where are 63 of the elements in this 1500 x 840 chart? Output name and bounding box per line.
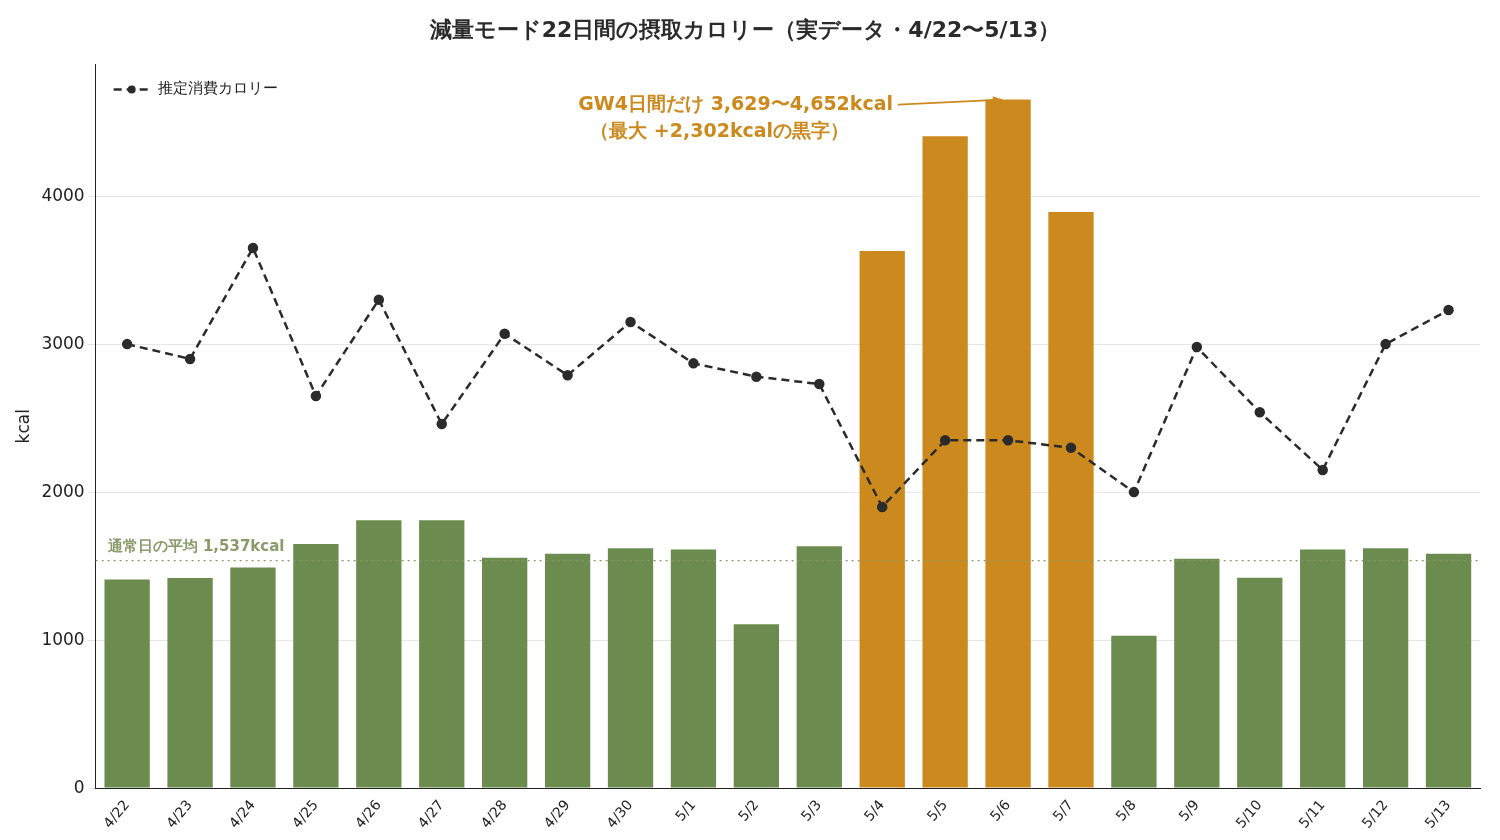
x-tick-label: 5/3 [797,796,825,825]
point [184,353,196,365]
point [436,418,447,430]
bar [1300,549,1346,788]
point [121,338,133,350]
bar [544,553,591,788]
x-tick-label: 5/2 [734,796,762,825]
point [939,435,951,446]
bar [1237,577,1283,788]
legend-label: 推定消費カロリー [157,79,278,98]
bar [1048,211,1094,788]
point [876,501,888,513]
x-tick-label: 5/4 [860,796,888,825]
point [247,242,259,254]
bar [922,136,968,788]
point [625,316,636,328]
x-tick-label: 5/6 [986,796,1014,825]
y-tick-label: 0 [73,776,85,797]
x-tick-label: 5/1 [671,796,699,825]
y-tick-label: 1000 [41,628,85,649]
ref-line-label: 通常日の平均 1,537kcal [106,537,285,556]
bar [733,624,780,788]
chart-title: 減量モード22日間の摂取カロリー（実データ・4/22〜5/13） [428,16,1061,42]
x-tick-label: 5/9 [1175,796,1202,825]
y-tick-label: 4000 [41,184,85,205]
bar [482,557,528,788]
bar [293,543,339,788]
point [1443,304,1454,316]
point [310,390,322,402]
bar [607,548,654,788]
point [1317,464,1328,476]
point [1380,338,1391,350]
x-tick-label: 5/5 [923,796,951,825]
point [1002,435,1014,446]
y-tick-label: 3000 [41,332,85,353]
point [1065,442,1077,453]
point [1254,406,1266,418]
point [499,328,510,340]
bar [859,251,905,788]
bar [356,520,402,788]
bar [167,577,213,788]
point [1191,341,1203,353]
annotation: （最大 +2,302kcalの黒字） [590,118,850,141]
bar [1362,548,1409,788]
bar [1174,558,1220,788]
point [373,294,385,305]
annotation: GW4日間だけ 3,629〜4,652kcal [578,91,894,114]
bar [104,579,150,788]
bar [796,546,842,788]
bar [1111,635,1157,788]
bar [419,520,465,788]
point [751,371,762,382]
point [688,358,699,369]
point [1128,486,1140,498]
x-tick-label: 5/8 [1112,796,1139,825]
point [562,369,573,381]
y-tick-label: 2000 [41,480,85,501]
y-axis-title: kcal [12,409,33,444]
bar [230,567,276,788]
point [814,378,825,390]
x-tick-label: 5/7 [1049,796,1077,825]
bar [670,549,717,788]
bar [1425,553,1472,788]
